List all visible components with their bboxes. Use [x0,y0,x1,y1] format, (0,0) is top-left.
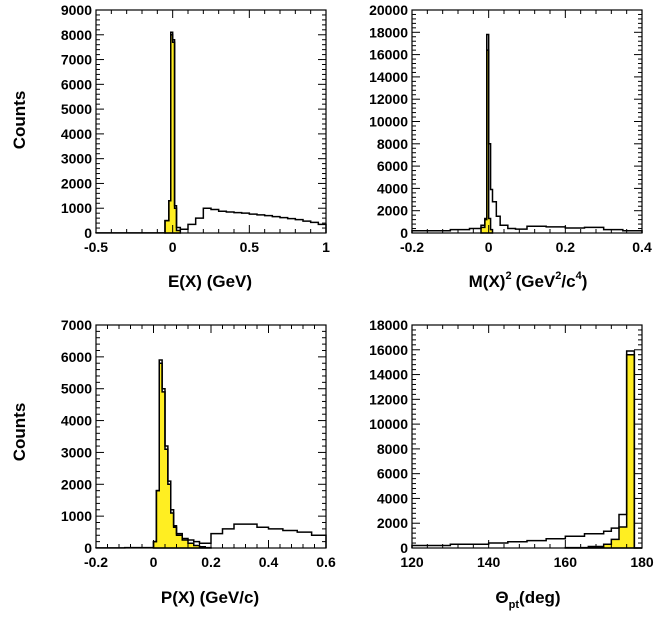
panel-energy: 0 1000 2000 3000 4000 5000 6000 7000 8000 9000 -0.… [61,2,330,255]
mass-label-unit-sup2: 4 [576,270,583,282]
y-tick-label: 6000 [377,158,408,174]
y-axis-title-bottom: Counts [10,403,29,462]
x-axis-title-energy: E(X) (GeV) [168,272,252,291]
plot-frame [411,9,643,234]
series-filled [564,353,642,549]
x-tick-label: 0.6 [316,554,336,570]
mass-label-main: M(X) [469,272,506,291]
y-tick-label: 1000 [61,200,92,216]
x-tick-label: 0.4 [632,239,652,255]
x-tick-label: 0 [169,239,177,255]
y-tick-label: 4000 [377,180,408,196]
y-tick-label: 0 [84,540,92,556]
plot-frame [411,324,643,549]
y-tick-label: 12000 [369,91,408,107]
mass-label-unit-mid: /c [561,272,575,291]
x-tick-label: 0.2 [556,239,576,255]
y-tick-label: 3000 [61,444,92,460]
x-tick-label: 0.5 [240,239,260,255]
y-tick-label: 20000 [369,2,408,18]
y-tick-label: 7000 [61,52,92,68]
y-tick-label: 4000 [61,126,92,142]
y-tick-label: 3000 [61,151,92,167]
y-tick-label: 9000 [61,2,92,18]
y-tick-label: 5000 [61,101,92,117]
y-tick-label: 16000 [369,342,408,358]
series-outline [95,31,327,234]
panel-theta: 0 2000 4000 6000 8000 10000 12000 14000 16000 180… [369,317,654,570]
series-outline [411,350,642,549]
y-tick-label: 2000 [377,203,408,219]
y-tick-label: 0 [84,225,92,241]
series-filled [152,362,212,549]
x-axis-title-theta: Θpt(deg) [495,588,560,611]
y-tick-label: 10000 [369,416,408,432]
theta-label-sub: pt [509,599,520,611]
y-tick-label: 2000 [377,515,408,531]
y-tick-label: 5000 [61,381,92,397]
mass-label-sup: 2 [505,270,511,282]
y-tick-label: 8000 [377,136,408,152]
x-axis-title-momentum: P(X) (GeV/c) [161,588,259,607]
y-tick-label: 0 [400,225,408,241]
y-tick-label: 14000 [369,367,408,383]
series-outline [95,359,327,549]
mass-label-unit-end: ) [582,272,588,291]
panel-missing-mass: 0 2000 4000 6000 8000 10000 12000 14000 16000 180… [369,2,652,255]
x-tick-label: -0.5 [84,239,108,255]
y-tick-label: 2000 [61,476,92,492]
mass-label-unit: (GeV [516,272,556,291]
y-tick-label: 4000 [377,490,408,506]
mass-label-unit-sup: 2 [555,270,561,282]
series-outline [411,33,643,233]
plot-frame [95,324,327,549]
y-tick-label: 12000 [369,391,408,407]
y-tick-label: 16000 [369,47,408,63]
y-tick-label: 2000 [61,175,92,191]
x-tick-label: 180 [630,554,654,570]
y-tick-label: 6000 [61,349,92,365]
x-tick-label: 160 [554,554,578,570]
y-tick-label: 14000 [369,69,408,85]
x-axis-title-mass: M(X)2 (GeV2/c4) [469,270,588,291]
x-tick-label: -0.2 [400,239,424,255]
x-tick-label: 120 [400,554,424,570]
y-tick-label: 18000 [369,317,408,333]
y-tick-label: 8000 [61,27,92,43]
x-tick-label: 0.2 [201,554,221,570]
theta-label-main: Θ [495,588,508,607]
plot-frame [95,9,327,234]
theta-label-unit: (deg) [519,588,561,607]
x-tick-label: 140 [477,554,501,570]
y-tick-label: 8000 [377,441,408,457]
y-axis-title-top: Counts [10,91,29,150]
y-tick-label: 7000 [61,317,92,333]
y-tick-label: 10000 [369,114,408,130]
x-tick-label: 0 [485,239,493,255]
x-tick-label: 1 [322,239,330,255]
y-tick-label: 18000 [369,24,408,40]
y-tick-label: 4000 [61,413,92,429]
y-tick-label: 6000 [377,466,408,482]
series-filled [164,34,182,234]
y-tick-label: 6000 [61,76,92,92]
x-tick-label: 0.4 [259,554,279,570]
x-tick-label: -0.2 [84,554,108,570]
y-tick-label: 0 [400,540,408,556]
x-tick-label: 0 [150,554,158,570]
y-tick-label: 1000 [61,508,92,524]
